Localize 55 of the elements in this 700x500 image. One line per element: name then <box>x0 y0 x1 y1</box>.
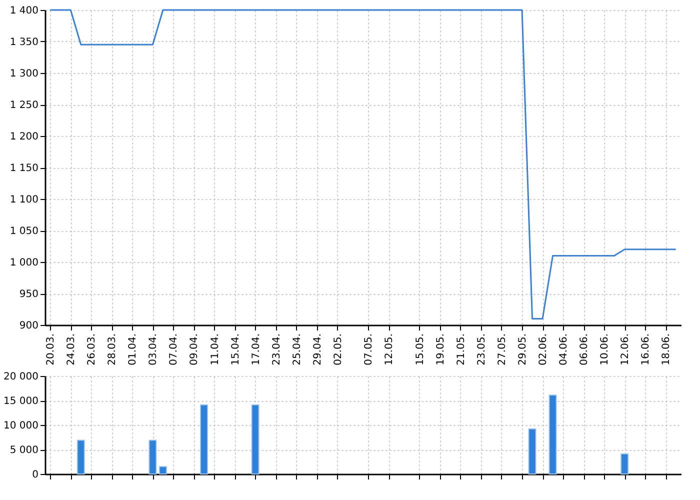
x-tick-label: 02.06. <box>538 334 550 366</box>
y-tick-label: 1 150 <box>10 163 38 174</box>
x-tick-label: 29.04. <box>312 334 324 366</box>
x-tick-label: 02.05. <box>332 334 344 366</box>
y-tick-label: 1 350 <box>10 37 38 48</box>
x-tick-label: 15.04. <box>230 334 242 366</box>
x-tick-label: 12.06. <box>620 334 632 366</box>
line-series <box>49 9 677 320</box>
bar <box>76 440 85 474</box>
x-tick-label: 25.04. <box>292 334 303 366</box>
y-tick-label: 1 100 <box>10 194 38 206</box>
bar <box>148 440 157 474</box>
y-tick-label: 1 250 <box>10 100 38 111</box>
y-tick-label: 900 <box>19 320 38 332</box>
y-tick-label: 1 000 <box>10 258 38 268</box>
y-tick-label: 20 000 <box>4 372 38 382</box>
y-tick-label: 950 <box>19 289 38 300</box>
x-tick-label: 12.05. <box>384 334 396 366</box>
x-tick-label: 07.05. <box>364 334 375 366</box>
x-tick-label: 26.03. <box>86 334 98 366</box>
x-tick-label: 03.04. <box>148 334 160 366</box>
x-tick-label: 06.06. <box>579 334 590 366</box>
bar <box>158 466 167 474</box>
x-tick-label: 23.04. <box>271 334 282 366</box>
x-tick-label: 15.05. <box>414 334 426 366</box>
x-tick-label: 10.06. <box>600 334 611 366</box>
bar <box>620 453 629 474</box>
y-tick-label: 1 200 <box>10 132 38 142</box>
x-tick-label: 19.05. <box>435 334 446 366</box>
y-tick-label: 5 000 <box>10 445 38 456</box>
bar <box>200 404 208 474</box>
x-tick-label: 16.06. <box>640 334 652 366</box>
x-tick-label: 07.04. <box>168 334 180 366</box>
bar <box>251 404 260 474</box>
y-tick-label: 1 300 <box>10 68 38 80</box>
x-tick-label: 18.06. <box>661 334 672 366</box>
y-tick-label: 15 000 <box>4 396 38 407</box>
x-tick-label: 17.04. <box>250 334 262 366</box>
x-tick-label: 23.05. <box>476 334 488 366</box>
x-tick-label: 01.04. <box>128 334 139 366</box>
x-tick-label: 20.03. <box>46 334 57 366</box>
x-tick-label: 27.05. <box>496 334 508 366</box>
x-tick-label: 11.04. <box>210 334 221 366</box>
y-tick-label: 0 <box>32 470 38 480</box>
x-tick-label: 24.03. <box>66 334 78 366</box>
x-tick-label: 28.03. <box>107 334 118 366</box>
bar <box>548 394 557 474</box>
y-tick-label: 1 050 <box>10 226 38 237</box>
x-tick-label: 29.05. <box>518 334 528 366</box>
x-tick-label: 09.04. <box>189 334 200 366</box>
y-tick-label: 1 400 <box>10 6 38 16</box>
x-tick-label: 21.05. <box>456 334 467 366</box>
x-tick-label: 04.06. <box>558 334 570 366</box>
bar <box>528 428 536 474</box>
y-tick-label: 10 000 <box>4 420 38 432</box>
